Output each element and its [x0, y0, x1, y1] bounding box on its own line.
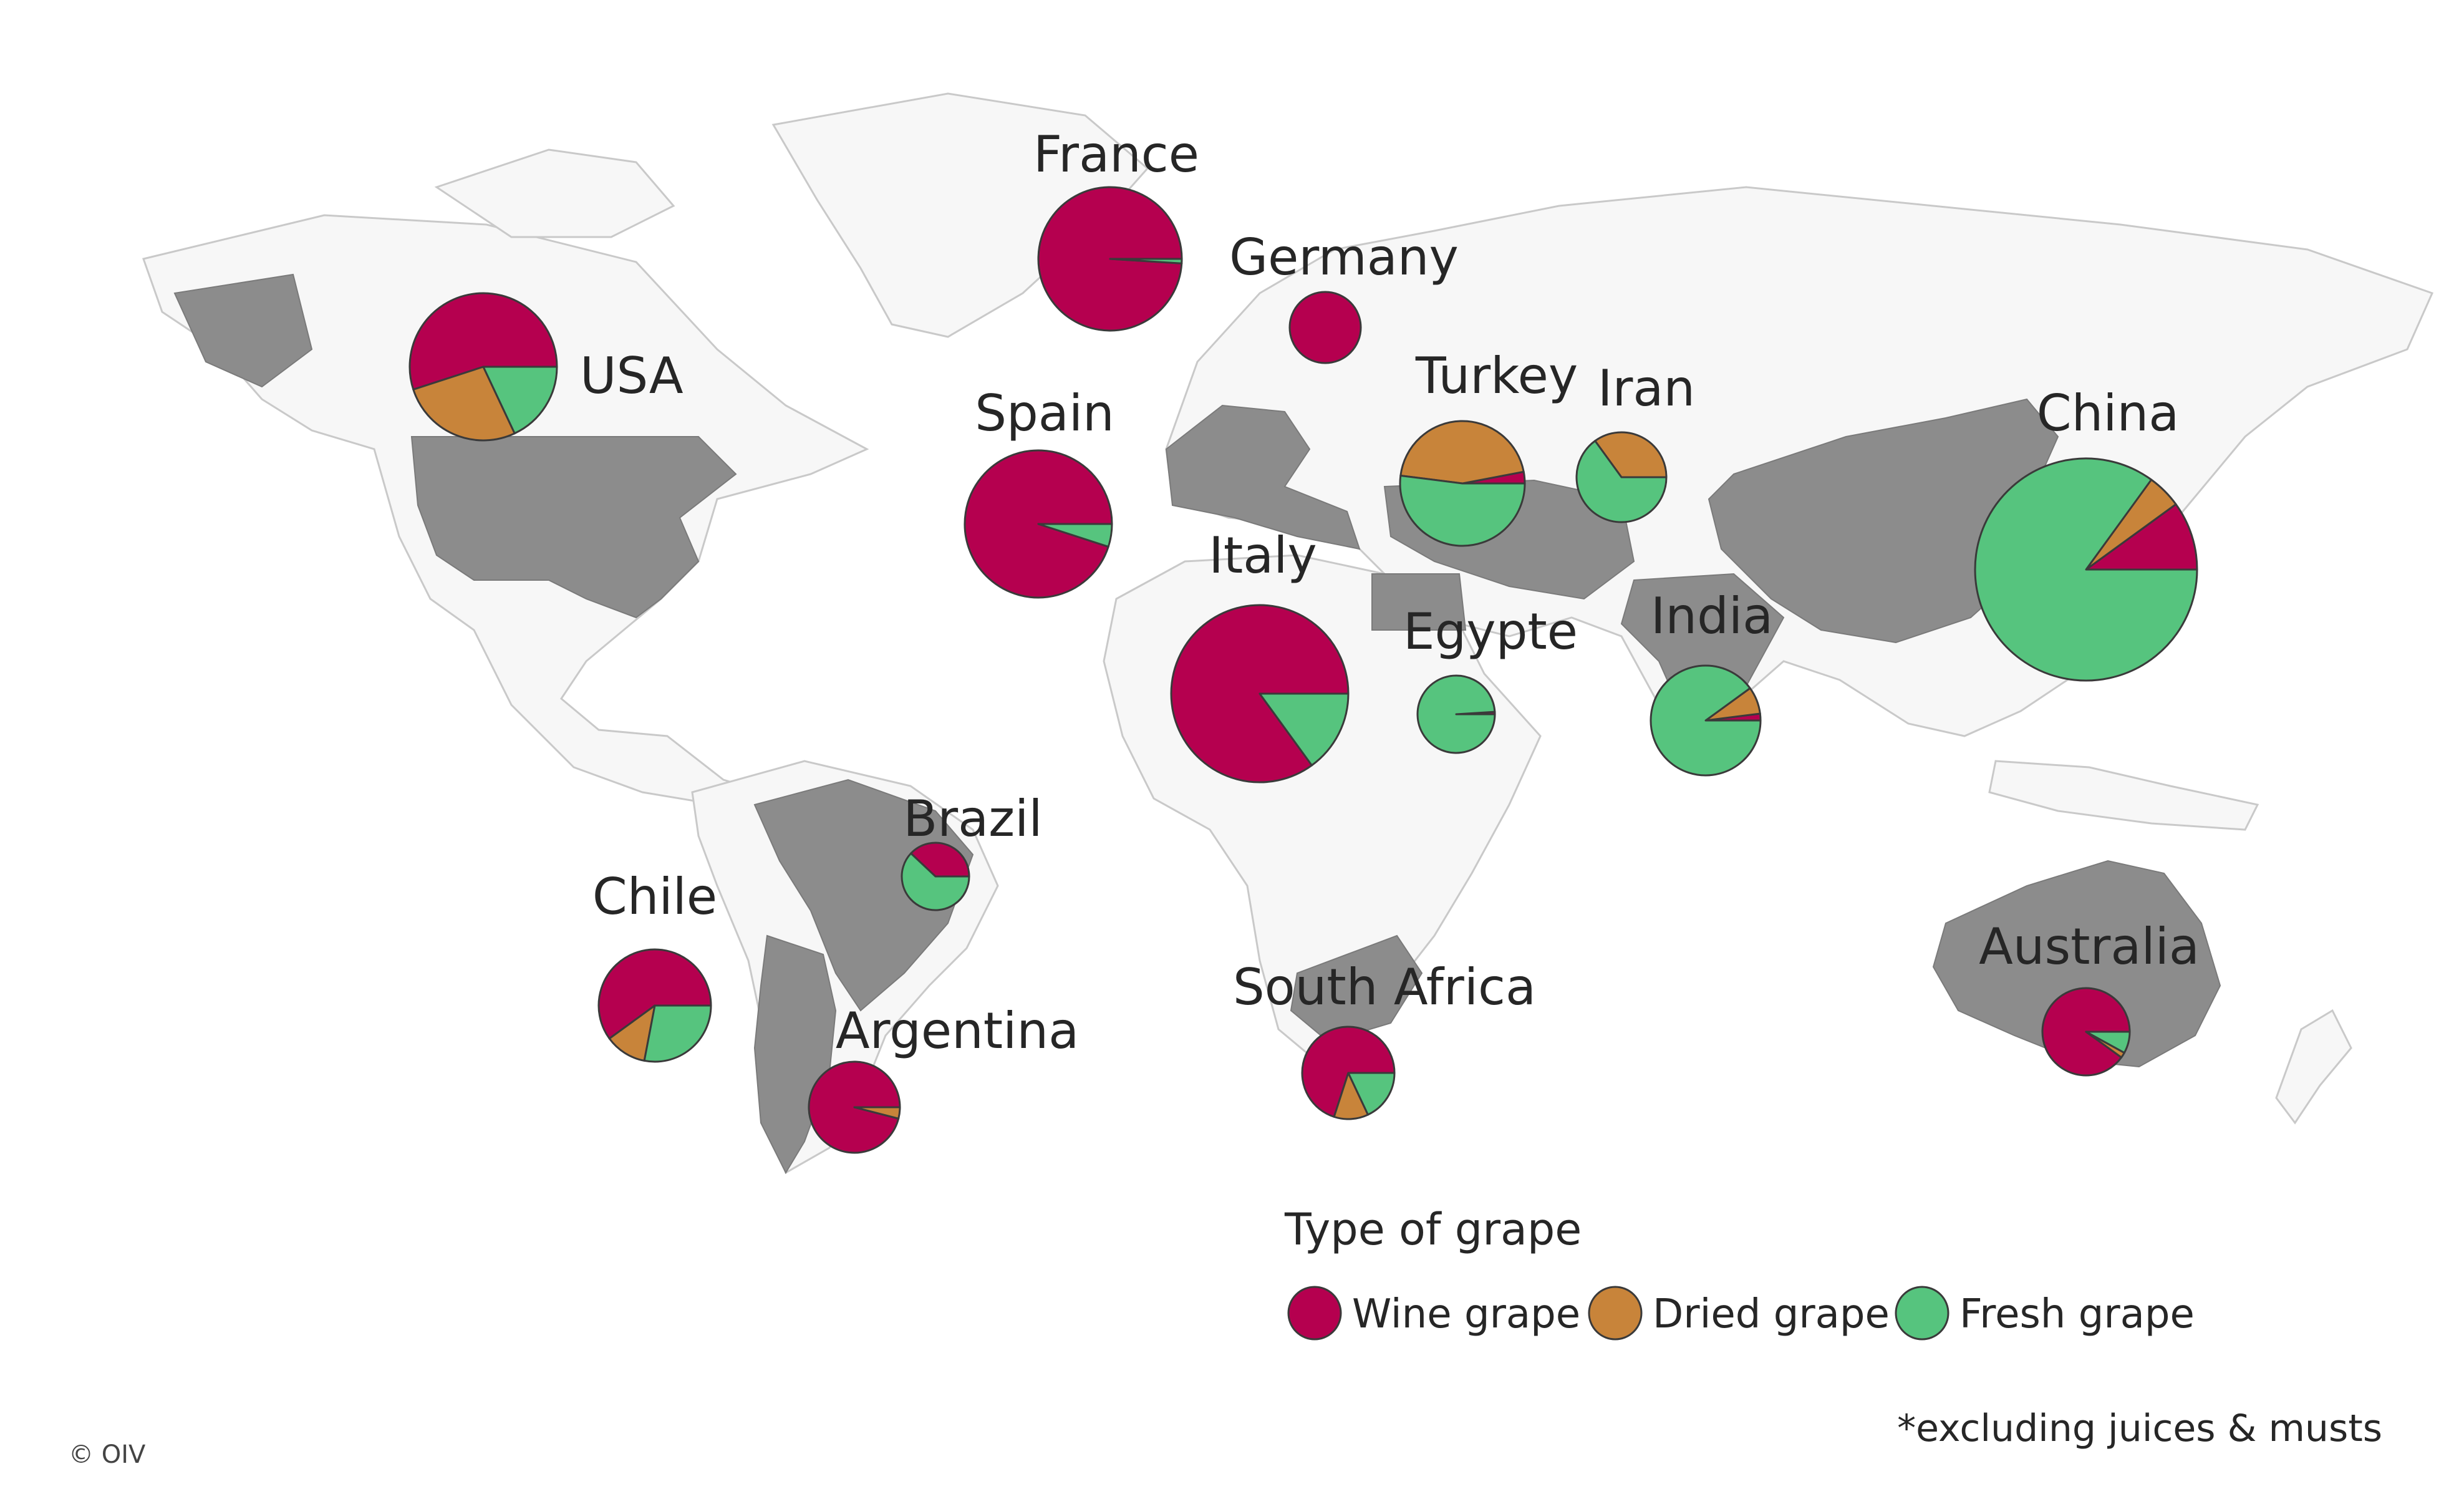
greenland-landmass	[771, 92, 1149, 338]
country-label-india: India	[1651, 587, 1773, 645]
country-label-usa: USA	[580, 347, 684, 405]
pie-slice-dried	[1399, 420, 1525, 485]
label-layer: France Germany USA Spain Italy Turkey Iran Chin…	[580, 125, 2200, 1060]
pie-slice-fresh	[482, 366, 558, 435]
pie-slice-wine	[1288, 291, 1362, 364]
pie-slice-dried	[412, 366, 516, 442]
pie-australia	[2041, 987, 2131, 1077]
country-label-spain: Spain	[975, 384, 1114, 442]
pie-slice-fresh	[643, 1004, 712, 1063]
pie-slice-fresh	[1347, 1072, 1396, 1116]
pie-chile	[597, 948, 712, 1063]
pie-slice-fresh	[2085, 1031, 2131, 1054]
pie-slice-fresh	[901, 852, 970, 911]
legend-title: Type of grape	[1284, 1204, 1582, 1255]
arctic-islands-landmass	[434, 148, 675, 238]
country-label-italy: Italy	[1209, 526, 1317, 584]
pie-germany	[1288, 291, 1362, 364]
credit: © OIV	[69, 1440, 146, 1469]
pie-south-africa	[1301, 1026, 1396, 1120]
pie-iran	[1575, 431, 1668, 523]
indonesia-landmass	[1988, 760, 2259, 831]
new-zealand-landmass	[2275, 1009, 2352, 1125]
footnote: *excluding juices & musts	[1897, 1407, 2382, 1450]
country-label-brazil: Brazil	[903, 790, 1042, 848]
legend-label-dried: Dried grape	[1653, 1291, 1890, 1337]
pie-slice-fresh	[1259, 692, 1350, 767]
pie-spain	[964, 449, 1113, 599]
usa-alaska-shape	[173, 273, 313, 388]
pie-slice-fresh	[1650, 664, 1762, 777]
pie-slice-fresh	[1399, 474, 1526, 547]
legend-label-wine: Wine grape	[1352, 1291, 1580, 1337]
pie-slice-fresh	[1974, 457, 2198, 682]
country-label-china: China	[2037, 384, 2180, 442]
pie-slice-wine	[408, 292, 558, 390]
pie-slice-wine	[597, 948, 712, 1040]
pie-india	[1650, 664, 1762, 777]
country-label-germany: Germany	[1229, 228, 1459, 286]
country-label-argentina: Argentina	[836, 1002, 1079, 1060]
pie-slice-dried	[853, 1106, 901, 1120]
country-label-turkey: Turkey	[1415, 347, 1578, 405]
australia-landmass	[1932, 860, 2221, 1068]
pie-brazil	[901, 842, 970, 911]
country-label-france: France	[1033, 125, 1199, 183]
legend-swatch-dried	[1588, 1286, 1643, 1341]
pie-layer	[408, 186, 2198, 1154]
country-label-south-africa: South Africa	[1233, 958, 1536, 1016]
egypt-shape	[1371, 573, 1467, 631]
country-label-chile: Chile	[592, 868, 717, 926]
pie-italy	[1170, 604, 1350, 783]
pie-france	[1037, 186, 1183, 332]
pie-slice-dried	[1594, 431, 1668, 478]
argentina-chile-shape	[753, 934, 837, 1175]
pie-egypte	[1416, 674, 1496, 754]
pie-slice-fresh	[1575, 440, 1668, 523]
brazil-shape	[753, 778, 974, 1012]
pie-usa	[408, 292, 558, 442]
pie-slice-wine	[2085, 503, 2198, 571]
pie-slice-wine	[1301, 1026, 1396, 1118]
pie-china	[1974, 457, 2198, 682]
pie-turkey	[1399, 420, 1526, 547]
legend-label-fresh: Fresh grape	[1959, 1291, 2195, 1337]
pie-slice-fresh	[1109, 258, 1183, 264]
pie-slice-fresh	[1416, 674, 1496, 754]
legend-swatch-fresh	[1895, 1286, 1949, 1341]
europe-producers-shape	[1165, 404, 1361, 550]
pie-slice-wine	[910, 842, 970, 878]
legend-swatch-wine	[1287, 1286, 1342, 1341]
country-label-iran: Iran	[1598, 359, 1695, 417]
country-label-australia: Australia	[1979, 918, 2200, 976]
usa-shape	[410, 436, 737, 619]
pie-argentina	[808, 1060, 901, 1154]
legend: Type of grape Wine grape Dried grape Fre…	[1284, 1204, 2195, 1341]
south-africa-shape	[1290, 934, 1423, 1043]
country-label-egypte: Egypte	[1403, 603, 1578, 661]
pie-slice-fresh	[1037, 523, 1113, 548]
